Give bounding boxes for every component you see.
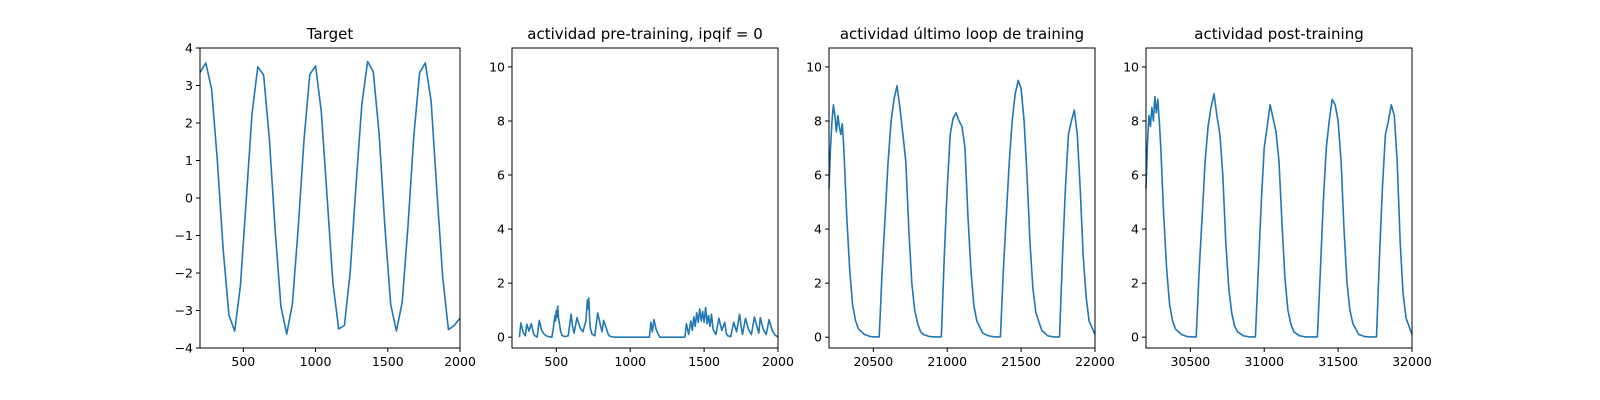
x-tick-label: 32000 [1392,354,1432,369]
chart-panel-3: 20500 21000 21500 22000 0 2 4 6 8 10 actividad últ… [806,25,1115,369]
y-tick-label: 3 [185,78,193,93]
series-line-1 [199,60,461,335]
x-tick-label: 500 [544,354,568,369]
y-tick-label: 6 [814,168,822,183]
y-tick-label: −1 [175,228,193,243]
x-tick-label: 21500 [1001,354,1041,369]
series-line-1 [1145,93,1413,338]
y-tick-label: 0 [814,330,822,345]
y-tick-label: −4 [175,341,193,356]
y-tick-label: 6 [497,168,505,183]
chart-title: Target [306,25,354,43]
chart-title: actividad post-training [1194,25,1363,43]
series-line-1 [828,79,1096,338]
chart-title: actividad último loop de training [840,25,1084,43]
y-tick-label: 1 [185,153,193,168]
y-tick-label: 2 [497,276,505,291]
y-tick-label: 4 [185,41,193,56]
series-line-1 [518,297,779,338]
y-tick-label: 0 [497,330,505,345]
x-tick-label: 2000 [762,354,794,369]
x-tick-label: 31500 [1318,354,1358,369]
y-tick-label: 4 [814,222,822,237]
y-tick-label: −2 [175,266,193,281]
y-tick-label: 0 [1131,330,1139,345]
x-tick-label: 22000 [1075,354,1115,369]
x-tick-label: 1500 [372,354,404,369]
x-tick-label: 500 [231,354,255,369]
chart-title: actividad pre-training, ipqif = 0 [527,25,763,43]
y-tick-label: 2 [1131,276,1139,291]
y-tick-label: 8 [497,113,505,128]
y-tick-label: 2 [185,116,193,131]
y-tick-label: 10 [806,59,822,74]
y-tick-label: 10 [489,59,505,74]
x-tick-label: 2000 [444,354,476,369]
chart-panel-4: 30500 31000 31500 32000 0 2 4 6 8 10 actividad pos… [1123,25,1432,369]
x-tick-label: 20500 [853,354,893,369]
x-tick-label: 21000 [927,354,967,369]
x-tick-label: 31000 [1244,354,1284,369]
x-tick-label: 1000 [300,354,332,369]
y-tick-label: 10 [1123,59,1139,74]
y-tick-label: 8 [814,113,822,128]
x-tick-label: 1000 [614,354,646,369]
plot-frame [1145,47,1413,349]
y-tick-label: −3 [175,303,193,318]
y-tick-label: 2 [814,276,822,291]
y-tick-label: 8 [1131,113,1139,128]
x-tick-label: 1500 [688,354,720,369]
y-tick-label: 4 [1131,222,1139,237]
y-tick-label: 4 [497,222,505,237]
y-tick-label: 0 [185,191,193,206]
plot-frame [828,47,1096,349]
chart-panel-1: 500 1000 1500 2000 −4 −3 −2 −1 0 1 2 3 4 Target [175,25,476,369]
chart-panel-2: 500 1000 1500 2000 0 2 4 6 8 10 actividad pre-trai… [489,25,794,369]
x-tick-label: 30500 [1170,354,1210,369]
plot-frame [511,47,779,349]
y-tick-label: 6 [1131,168,1139,183]
